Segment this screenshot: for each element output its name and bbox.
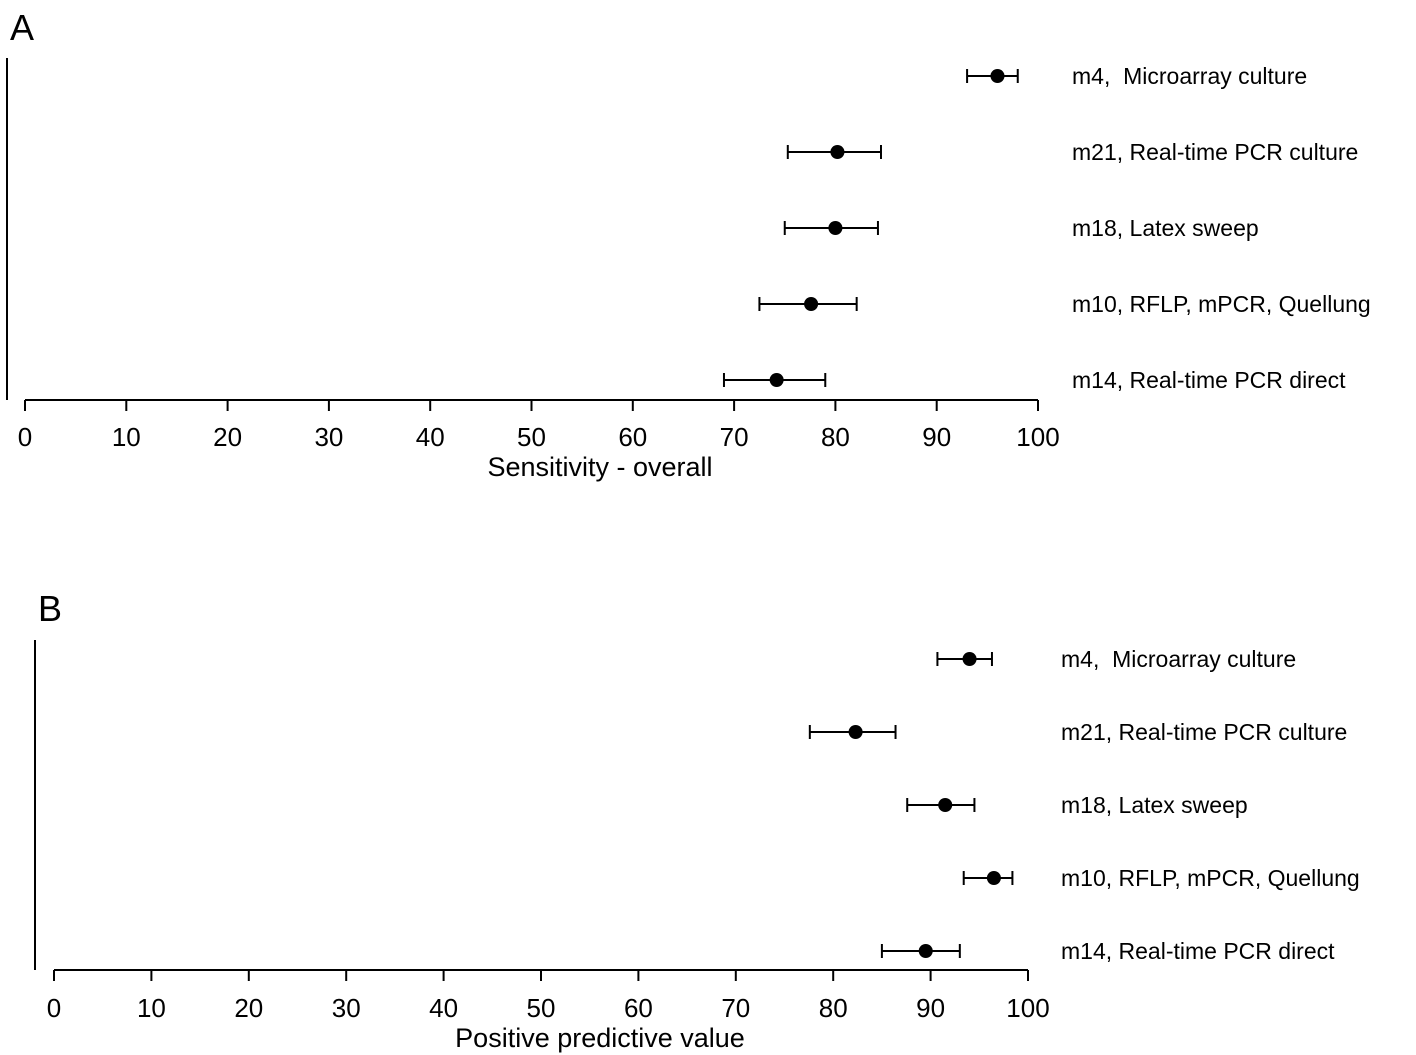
x-axis-title: Positive predictive value <box>455 1023 745 1053</box>
method-label: m4, Microarray culture <box>1061 646 1296 672</box>
point-estimate <box>769 373 784 387</box>
x-tick-label: 80 <box>821 422 850 452</box>
method-labels: m4, Microarray culture m21, Real-time PCR… <box>1061 646 1360 964</box>
x-tick-label: 10 <box>112 422 141 452</box>
x-axis: 0 10 20 30 40 50 60 70 80 90 100 <box>18 399 1060 452</box>
point-estimate <box>804 297 819 311</box>
x-tick-label: 30 <box>332 993 361 1023</box>
x-tick-label: 90 <box>922 422 951 452</box>
x-tick-label: 90 <box>916 993 945 1023</box>
x-tick-label: 70 <box>720 422 749 452</box>
point-estimate <box>938 798 953 812</box>
method-label: m4, Microarray culture <box>1072 63 1307 89</box>
x-tick-label: 50 <box>527 993 556 1023</box>
x-tick-label: 100 <box>1016 422 1059 452</box>
method-label: m10, RFLP, mPCR, Quellung <box>1072 291 1371 317</box>
x-axis: 0 10 20 30 40 50 60 70 80 90 100 <box>47 969 1050 1023</box>
x-tick-label: 20 <box>213 422 242 452</box>
method-label: m10, RFLP, mPCR, Quellung <box>1061 865 1360 891</box>
method-label: m18, Latex sweep <box>1072 215 1259 241</box>
x-tick-label: 20 <box>234 993 263 1023</box>
x-tick-label: 0 <box>47 993 61 1023</box>
panel-label: B <box>38 588 62 629</box>
point-estimate <box>986 871 1001 885</box>
panel-label: A <box>10 7 34 48</box>
x-tick-label: 60 <box>618 422 647 452</box>
method-label: m14, Real-time PCR direct <box>1072 367 1346 393</box>
x-tick-label: 70 <box>721 993 750 1023</box>
method-label: m18, Latex sweep <box>1061 792 1248 818</box>
method-labels: m4, Microarray culture m21, Real-time PCR… <box>1072 63 1371 393</box>
x-tick-label: 30 <box>314 422 343 452</box>
panel-a: A 0 10 20 30 40 50 60 70 80 90 100 m4, Microarray … <box>6 7 1371 482</box>
forest-marks <box>808 652 1014 958</box>
x-axis-title: Sensitivity - overall <box>487 452 712 482</box>
point-estimate <box>918 944 933 958</box>
point-estimate <box>828 221 843 235</box>
point-estimate <box>830 145 845 159</box>
x-tick-label: 0 <box>18 422 32 452</box>
point-estimate <box>962 652 977 666</box>
x-tick-label: 40 <box>429 993 458 1023</box>
x-tick-label: 100 <box>1006 993 1049 1023</box>
point-estimate <box>848 725 863 739</box>
x-tick-label: 50 <box>517 422 546 452</box>
x-tick-label: 10 <box>137 993 166 1023</box>
panel-b: B 0 10 20 30 40 50 60 70 80 90 100 m4, Microarray … <box>34 588 1360 1053</box>
forest-marks <box>722 69 1019 387</box>
point-estimate <box>990 69 1005 83</box>
method-label: m21, Real-time PCR culture <box>1061 719 1347 745</box>
method-label: m14, Real-time PCR direct <box>1061 938 1335 964</box>
x-tick-label: 40 <box>416 422 445 452</box>
method-label: m21, Real-time PCR culture <box>1072 139 1358 165</box>
x-tick-label: 80 <box>819 993 848 1023</box>
x-tick-label: 60 <box>624 993 653 1023</box>
